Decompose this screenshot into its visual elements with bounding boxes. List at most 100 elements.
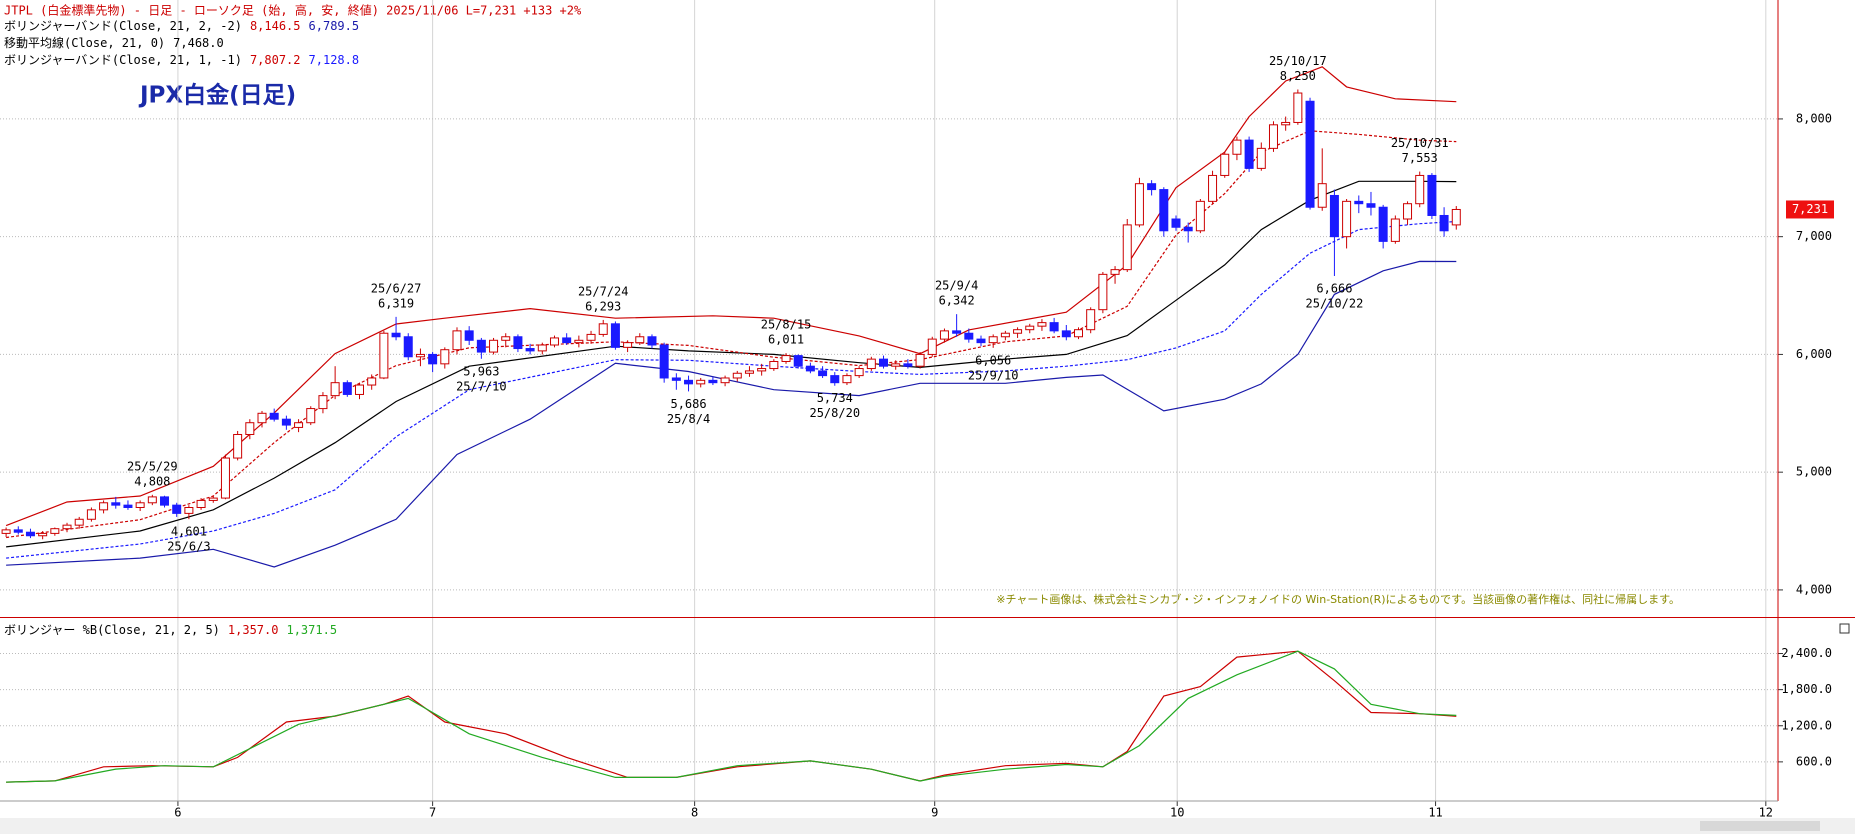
candle-body xyxy=(208,497,218,501)
candle-body xyxy=(818,370,828,377)
annotation-value: 5,734 xyxy=(817,391,853,405)
candle-body xyxy=(647,336,657,346)
annotation-value: 4,601 xyxy=(171,525,207,539)
annotation-value: 8,250 xyxy=(1280,69,1316,83)
candle-body xyxy=(403,336,413,358)
candle-body xyxy=(781,355,791,362)
annotation-value: 6,056 xyxy=(975,353,1011,367)
candle-body xyxy=(172,504,182,514)
candle-body xyxy=(1281,121,1291,126)
candle-body xyxy=(684,379,694,385)
legend-value: 7,807.2 xyxy=(250,53,301,67)
candle-body xyxy=(769,360,779,370)
candle-body xyxy=(976,338,986,344)
candle-body xyxy=(1073,329,1083,338)
candle-body xyxy=(720,377,730,384)
candle-body xyxy=(38,532,48,537)
candle-body xyxy=(757,368,767,372)
annotation-date: 25/8/15 xyxy=(761,318,812,332)
y-tick-label: 4,000 xyxy=(1796,582,1832,596)
candle-body xyxy=(379,332,389,379)
candle-body xyxy=(318,395,328,410)
x-tick-label: 8 xyxy=(691,806,698,820)
candle-body xyxy=(635,336,645,344)
candle-body xyxy=(1171,218,1181,228)
line-series xyxy=(6,650,1457,783)
candle-body xyxy=(196,499,206,508)
close-icon[interactable] xyxy=(1839,623,1850,634)
candle-body xyxy=(537,344,547,352)
indicator-name: ボリンジャー %B(Close, 21, 2, 5) xyxy=(4,623,220,637)
candle-body xyxy=(562,337,572,344)
candle-body xyxy=(1354,200,1364,205)
candle-body xyxy=(793,355,803,367)
candle-body xyxy=(342,382,352,395)
y-tick-label: 1,800.0 xyxy=(1781,682,1832,696)
candle-body xyxy=(1390,218,1400,242)
indicator-last: 1,357.0 xyxy=(228,623,279,637)
candle-body xyxy=(891,363,901,367)
y-tick-label: 2,400.0 xyxy=(1781,646,1832,660)
candle-body xyxy=(415,353,425,358)
legend-value: 7,128.8 xyxy=(309,53,360,67)
x-tick-label: 12 xyxy=(1759,806,1773,820)
candle-body xyxy=(1293,92,1303,123)
candle-body xyxy=(1403,203,1413,220)
indicator-last: 1,371.5 xyxy=(286,623,337,637)
candle-body xyxy=(135,502,145,508)
annotation-date: 25/6/3 xyxy=(167,540,210,554)
candle-body xyxy=(623,342,633,348)
candle-body xyxy=(464,330,474,341)
scrollbar[interactable] xyxy=(0,818,1855,834)
annotation-date: 25/7/10 xyxy=(456,379,507,393)
candle-body xyxy=(671,377,681,381)
candle-body xyxy=(1122,224,1132,271)
candle-body xyxy=(866,358,876,370)
candle-body xyxy=(501,336,511,341)
x-tick-label: 6 xyxy=(174,806,181,820)
candle-body xyxy=(805,365,815,372)
candle-body xyxy=(1232,139,1242,155)
annotation-value: 6,011 xyxy=(768,333,804,347)
x-tick-label: 11 xyxy=(1428,806,1442,820)
candle-body xyxy=(74,518,84,526)
candle-body xyxy=(915,353,925,367)
candle-body xyxy=(903,363,913,367)
candle-body xyxy=(306,408,316,424)
candle-body xyxy=(99,502,109,511)
annotation-date: 25/9/10 xyxy=(968,368,1019,382)
annotation-date: 25/10/17 xyxy=(1269,54,1327,68)
candle-body xyxy=(111,502,121,506)
y-tick-label: 5,000 xyxy=(1796,465,1832,479)
indicator-legend: ボリンジャー %B(Close, 21, 2, 5) 1,357.0 1,371.5 xyxy=(4,623,337,637)
annotation-date: 25/5/29 xyxy=(127,459,178,473)
candle-body xyxy=(1268,124,1278,149)
candle-body xyxy=(610,323,620,348)
candle-body xyxy=(147,496,157,504)
candle-body xyxy=(62,524,72,530)
line-series xyxy=(6,220,1457,559)
candle-body xyxy=(1415,174,1425,205)
candle-body xyxy=(50,528,60,534)
candle-body xyxy=(184,506,194,514)
legend-entry: ボリンジャーバンド(Close, 21, 2, -2) 8,146.5 6,789.… xyxy=(4,19,359,33)
candle-body xyxy=(489,339,499,353)
x-tick-label: 7 xyxy=(429,806,436,820)
candle-body xyxy=(1366,203,1376,208)
candle-body xyxy=(708,379,718,384)
candle-body xyxy=(1244,139,1254,169)
legend-name: ボリンジャーバンド(Close, 21, 1, -1) xyxy=(4,53,242,67)
candle-body xyxy=(952,330,962,334)
legend-value: 7,468.0 xyxy=(173,36,224,50)
last-price-tag xyxy=(1786,200,1834,219)
candle-body xyxy=(988,336,998,344)
legend-name: 移動平均線(Close, 21, 0) xyxy=(4,35,165,50)
candle-body xyxy=(854,368,864,377)
candle-body xyxy=(86,509,96,520)
scroll-thumb[interactable] xyxy=(1700,821,1820,831)
line-series xyxy=(6,260,1457,568)
candle-body xyxy=(549,337,559,346)
candle-body xyxy=(1439,214,1449,232)
candle-body xyxy=(1049,322,1059,332)
